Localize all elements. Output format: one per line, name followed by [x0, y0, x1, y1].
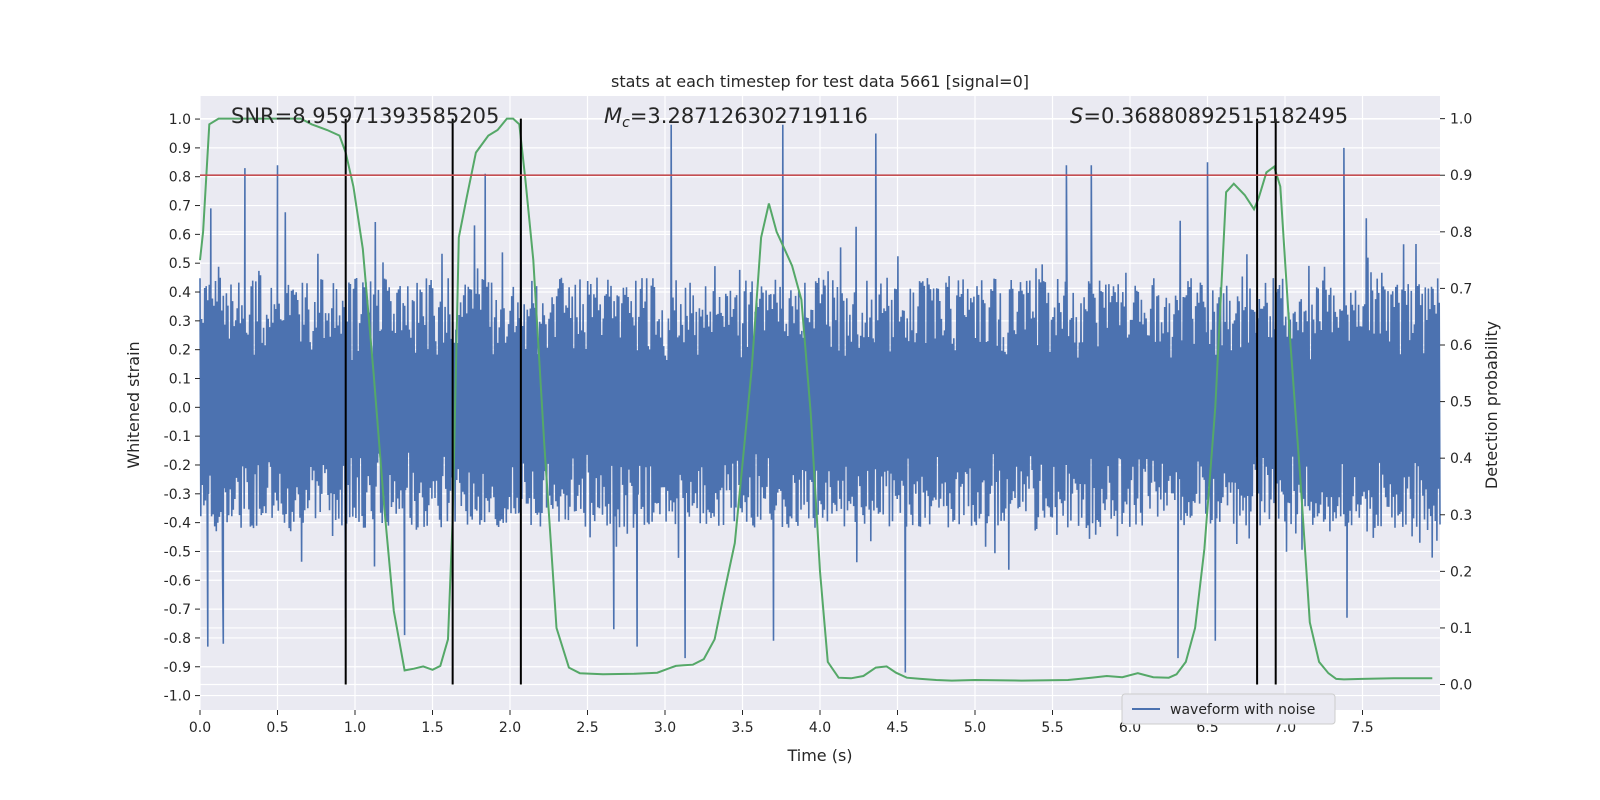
legend: waveform with noise: [1121, 693, 1336, 725]
y-axis-ticks: 1.0 0.9 0.8 0.7 0.6 0.5 0.4 0.3 0.2 0.1 0.0 -0.1 -0.…: [164, 112, 200, 705]
x-tick-label: 4.0: [809, 720, 831, 736]
x-tick-label: 2.5: [576, 720, 598, 736]
chirp-mass-value: =3.287126302719116: [630, 104, 868, 128]
probability-line: [199, 117, 1433, 682]
y2-tick-label: 0.9: [1450, 168, 1472, 184]
y-tick-label: -0.1: [164, 429, 191, 445]
x-tick-label: 1.0: [344, 720, 366, 736]
chirp-mass-subscript: c: [622, 115, 630, 131]
x-tick-label: 5.0: [964, 720, 986, 736]
x-tick-label: 0.0: [189, 720, 211, 736]
probability-series: [199, 117, 1433, 682]
s-annotation: S=0.36880892515182495: [1070, 104, 1348, 128]
y-tick-label: 0.4: [169, 285, 191, 301]
y2-tick-label: 0.0: [1450, 678, 1472, 694]
x-tick-label: 2.0: [499, 720, 521, 736]
waveform-line: [199, 124, 1441, 673]
y-tick-label: -0.3: [164, 487, 191, 503]
y2-tick-label: 0.1: [1450, 621, 1472, 637]
y-tick-label: -0.2: [164, 458, 191, 474]
y-tick-label: 0.7: [169, 199, 191, 215]
y-tick-label: -0.4: [164, 516, 191, 532]
y2-tick-label: 0.3: [1450, 508, 1472, 524]
chirp-mass-annotation: Mc=3.287126302719116: [604, 104, 868, 131]
x-tick-label: 5.5: [1041, 720, 1063, 736]
y2-tick-label: 0.7: [1450, 281, 1472, 297]
chart-title: stats at each timestep for test data 566…: [611, 72, 1029, 91]
detection-lines: [344, 118, 1277, 685]
y-tick-label: -1.0: [164, 689, 191, 705]
y2-tick-label: 1.0: [1450, 112, 1472, 128]
x-tick-label: 7.5: [1351, 720, 1373, 736]
y-tick-label: 0.0: [169, 400, 191, 416]
y2-tick-label: 0.6: [1450, 338, 1472, 354]
y2-tick-label: 0.4: [1450, 451, 1472, 467]
chirp-mass-symbol: M: [604, 104, 622, 128]
y-tick-label: 0.3: [169, 314, 191, 330]
y2-tick-label: 0.8: [1450, 225, 1472, 241]
y-tick-label: 0.6: [169, 227, 191, 243]
y-tick-label: 0.8: [169, 170, 191, 186]
x-tick-label: 4.5: [886, 720, 908, 736]
y-tick-label: -0.8: [164, 631, 191, 647]
y2-tick-label: 0.5: [1450, 395, 1472, 411]
y-tick-label: 1.0: [169, 112, 191, 128]
s-symbol: S: [1070, 104, 1083, 128]
x-tick-label: 1.5: [421, 720, 443, 736]
x-axis-label: Time (s): [786, 746, 852, 765]
y-tick-label: -0.5: [164, 544, 191, 560]
y-tick-label: 0.5: [169, 256, 191, 272]
x-tick-label: 3.0: [654, 720, 676, 736]
legend-box: [1121, 693, 1336, 725]
y2-tick-label: 0.2: [1450, 564, 1472, 580]
waveform-series: [199, 124, 1441, 673]
x-tick-label: 3.5: [731, 720, 753, 736]
y-tick-label: -0.7: [164, 602, 191, 618]
y2-axis-label: Detection probability: [1482, 321, 1501, 489]
legend-label: waveform with noise: [1170, 702, 1315, 718]
y-tick-label: -0.6: [164, 573, 191, 589]
x-tick-label: 0.5: [266, 720, 288, 736]
y-tick-label: 0.2: [169, 343, 191, 359]
snr-annotation: SNR=8.95971393585205: [231, 104, 499, 128]
s-value: =0.36880892515182495: [1083, 104, 1348, 128]
y-tick-label: 0.1: [169, 371, 191, 387]
y-tick-label: -0.9: [164, 660, 191, 676]
y-axis-label: Whitened strain: [124, 341, 143, 468]
y-tick-label: 0.9: [169, 141, 191, 157]
y2-axis-ticks: 1.0 0.9 0.8 0.7 0.6 0.5 0.4 0.3 0.2 0.1 0.0: [1440, 112, 1472, 694]
